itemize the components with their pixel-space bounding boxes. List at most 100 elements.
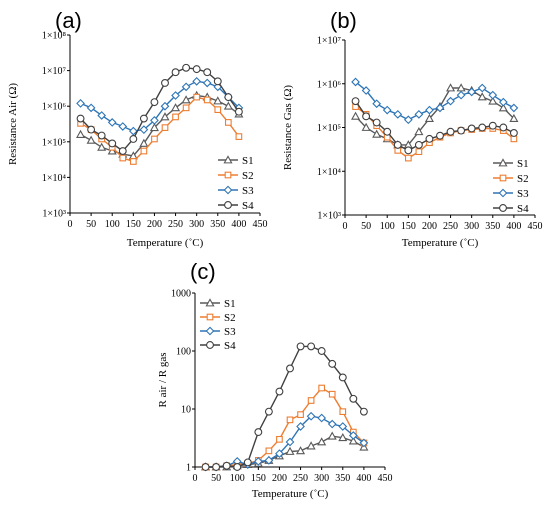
data-point bbox=[243, 458, 252, 467]
y-tick-label: 1×10⁵ bbox=[317, 123, 341, 134]
y-tick-label: 1×10⁸ bbox=[42, 31, 67, 42]
y-tick-label: 1×10⁴ bbox=[317, 167, 342, 178]
data-point bbox=[425, 105, 434, 115]
data-point bbox=[139, 138, 149, 147]
data-point bbox=[285, 446, 295, 455]
data-point bbox=[149, 122, 159, 132]
data-point bbox=[477, 83, 487, 93]
series-s3 bbox=[76, 76, 244, 136]
data-point bbox=[265, 447, 273, 455]
data-point bbox=[467, 87, 477, 97]
legend-item-s3: S3 bbox=[200, 326, 236, 338]
series-line bbox=[80, 94, 240, 157]
data-point bbox=[181, 95, 191, 104]
data-point bbox=[286, 416, 294, 424]
data-point bbox=[498, 103, 508, 112]
data-point bbox=[150, 98, 159, 107]
data-point bbox=[446, 83, 456, 92]
data-point bbox=[107, 118, 117, 127]
data-point bbox=[499, 123, 508, 132]
data-point bbox=[361, 86, 371, 95]
data-point bbox=[97, 111, 107, 120]
x-tick-label: 300 bbox=[189, 219, 204, 230]
legend-marker bbox=[499, 204, 507, 212]
legend-marker bbox=[205, 326, 215, 336]
data-point bbox=[338, 432, 348, 442]
data-point bbox=[338, 373, 347, 382]
y-tick-label: 1×10⁴ bbox=[42, 173, 67, 184]
legend-marker bbox=[224, 171, 232, 179]
data-point bbox=[425, 134, 434, 143]
data-point bbox=[214, 106, 222, 113]
panel-a-letter: (a) bbox=[55, 8, 82, 33]
legend-marker bbox=[206, 313, 214, 321]
series-s2 bbox=[77, 93, 243, 165]
data-point bbox=[160, 112, 170, 121]
legend-label: S2 bbox=[224, 312, 236, 324]
data-point bbox=[297, 411, 304, 418]
data-point bbox=[87, 125, 96, 134]
data-point bbox=[327, 419, 337, 429]
legend-item-s2: S2 bbox=[493, 173, 529, 185]
data-point bbox=[224, 119, 232, 126]
data-point bbox=[404, 146, 413, 155]
data-point bbox=[348, 436, 358, 445]
legend-label: S3 bbox=[242, 185, 254, 197]
x-tick-label: 0 bbox=[68, 219, 73, 230]
legend-label: S2 bbox=[517, 173, 529, 185]
data-point bbox=[383, 127, 392, 136]
data-point bbox=[478, 123, 487, 132]
data-point bbox=[276, 435, 283, 443]
data-point bbox=[296, 446, 306, 455]
data-point bbox=[509, 103, 519, 113]
x-tick-label: 300 bbox=[314, 473, 329, 484]
data-point bbox=[296, 342, 305, 351]
series-s3 bbox=[351, 77, 519, 125]
data-point bbox=[403, 115, 413, 125]
data-point bbox=[351, 111, 361, 120]
series-line bbox=[355, 106, 515, 159]
data-point bbox=[488, 90, 498, 100]
data-point bbox=[435, 103, 445, 113]
data-point bbox=[161, 78, 169, 87]
x-tick-label: 350 bbox=[485, 221, 500, 232]
data-point bbox=[139, 114, 148, 123]
data-point bbox=[254, 428, 263, 437]
data-point bbox=[76, 99, 85, 108]
data-point bbox=[446, 127, 455, 136]
data-point bbox=[86, 103, 96, 113]
y-tick-label: 1×10⁶ bbox=[42, 102, 67, 113]
data-point bbox=[233, 463, 242, 471]
data-point bbox=[456, 90, 466, 100]
x-tick-label: 100 bbox=[380, 221, 395, 232]
x-tick-label: 350 bbox=[335, 473, 350, 484]
data-point bbox=[97, 131, 106, 140]
data-point bbox=[202, 78, 212, 88]
data-point bbox=[264, 456, 274, 465]
series-line bbox=[80, 96, 240, 163]
data-point bbox=[414, 127, 424, 136]
legend-label: S4 bbox=[517, 203, 529, 215]
data-point bbox=[351, 97, 360, 106]
x-tick-label: 200 bbox=[422, 221, 437, 232]
series-line bbox=[355, 87, 515, 146]
legend-item-s4: S4 bbox=[218, 200, 254, 212]
series-line bbox=[205, 345, 365, 468]
data-point bbox=[328, 359, 337, 368]
data-point bbox=[171, 68, 180, 77]
data-point bbox=[140, 147, 148, 155]
legend-marker bbox=[205, 298, 215, 307]
legend-label: S3 bbox=[517, 188, 529, 200]
data-point bbox=[129, 158, 137, 165]
data-point bbox=[253, 457, 263, 466]
data-point bbox=[436, 131, 444, 140]
data-point bbox=[286, 364, 294, 373]
legend-item-s3: S3 bbox=[218, 185, 254, 197]
x-tick-label: 50 bbox=[86, 219, 96, 230]
data-point bbox=[328, 390, 336, 398]
data-point bbox=[296, 422, 305, 431]
data-point bbox=[348, 431, 358, 440]
series-s4 bbox=[201, 342, 368, 471]
series-line bbox=[205, 387, 365, 468]
data-point bbox=[477, 92, 487, 101]
